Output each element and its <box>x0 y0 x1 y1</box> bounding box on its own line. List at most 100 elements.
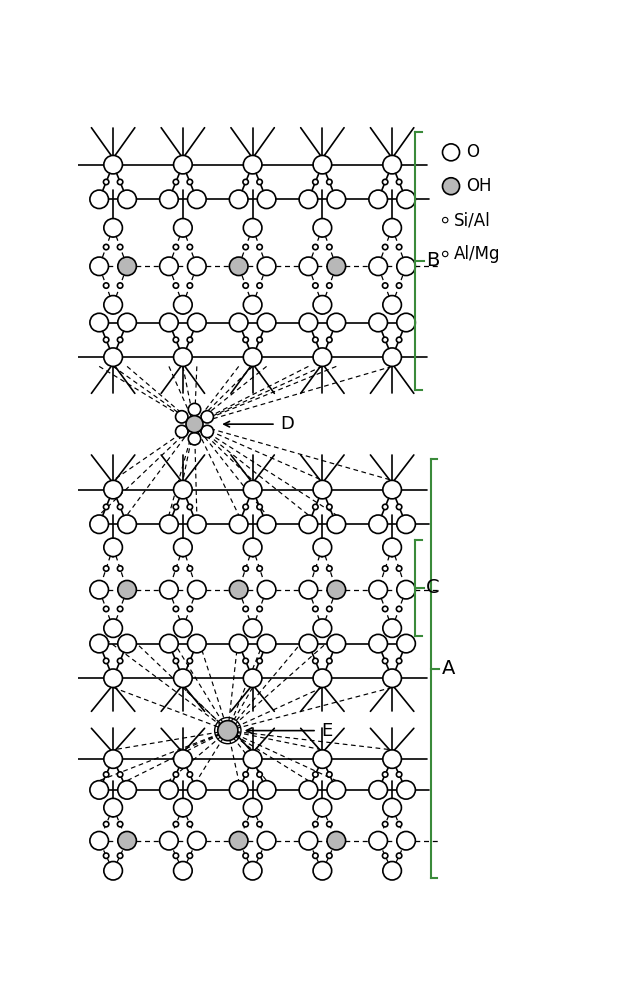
Circle shape <box>90 831 108 850</box>
Circle shape <box>257 634 276 653</box>
Circle shape <box>104 538 123 557</box>
Circle shape <box>327 257 346 276</box>
Circle shape <box>327 781 346 799</box>
Circle shape <box>313 219 332 237</box>
Text: Si/Al: Si/Al <box>454 211 491 229</box>
Circle shape <box>187 283 193 288</box>
Circle shape <box>396 658 402 664</box>
Circle shape <box>173 348 192 366</box>
Circle shape <box>257 658 262 664</box>
Circle shape <box>327 831 346 850</box>
Circle shape <box>118 337 123 343</box>
Circle shape <box>327 580 346 599</box>
Circle shape <box>104 155 123 174</box>
Circle shape <box>257 337 262 343</box>
Circle shape <box>369 313 387 332</box>
Circle shape <box>90 257 108 276</box>
Circle shape <box>383 798 401 817</box>
Circle shape <box>104 619 123 637</box>
Circle shape <box>243 821 249 827</box>
Circle shape <box>229 831 248 850</box>
Circle shape <box>443 217 448 223</box>
Circle shape <box>103 853 109 858</box>
Circle shape <box>397 781 416 799</box>
Circle shape <box>244 619 262 637</box>
Circle shape <box>90 515 108 533</box>
Circle shape <box>173 244 178 250</box>
Circle shape <box>257 179 262 185</box>
Circle shape <box>382 606 388 612</box>
Circle shape <box>327 634 346 653</box>
Circle shape <box>383 480 401 499</box>
Circle shape <box>229 781 248 799</box>
Circle shape <box>104 862 123 880</box>
Circle shape <box>173 606 178 612</box>
Circle shape <box>382 772 388 777</box>
Circle shape <box>118 244 123 250</box>
Circle shape <box>327 179 332 185</box>
Circle shape <box>118 515 136 533</box>
Circle shape <box>397 831 416 850</box>
Circle shape <box>90 781 108 799</box>
Text: A: A <box>442 659 455 678</box>
Circle shape <box>175 425 188 438</box>
Circle shape <box>383 538 401 557</box>
Circle shape <box>118 853 123 858</box>
Circle shape <box>187 658 193 664</box>
Circle shape <box>397 634 416 653</box>
Circle shape <box>396 283 402 288</box>
Text: OH: OH <box>466 177 491 195</box>
Circle shape <box>90 190 108 209</box>
Circle shape <box>397 313 416 332</box>
Circle shape <box>118 821 123 827</box>
Circle shape <box>382 179 388 185</box>
Circle shape <box>257 244 262 250</box>
Circle shape <box>244 480 262 499</box>
Circle shape <box>299 313 318 332</box>
Circle shape <box>188 433 201 445</box>
Circle shape <box>313 750 332 768</box>
Circle shape <box>173 219 192 237</box>
Circle shape <box>383 619 401 637</box>
Circle shape <box>160 313 178 332</box>
Circle shape <box>257 606 262 612</box>
Circle shape <box>327 566 332 571</box>
Circle shape <box>257 190 276 209</box>
Circle shape <box>103 821 109 827</box>
Circle shape <box>188 403 201 416</box>
Circle shape <box>299 515 318 533</box>
Circle shape <box>443 251 448 257</box>
Circle shape <box>118 831 136 850</box>
Circle shape <box>299 634 318 653</box>
Circle shape <box>103 179 109 185</box>
Circle shape <box>313 337 318 343</box>
Circle shape <box>188 257 206 276</box>
Circle shape <box>104 798 123 817</box>
Circle shape <box>327 515 346 533</box>
Circle shape <box>257 853 262 858</box>
Circle shape <box>173 862 192 880</box>
Circle shape <box>201 411 213 423</box>
Circle shape <box>299 781 318 799</box>
Circle shape <box>118 772 123 777</box>
Circle shape <box>383 155 401 174</box>
Circle shape <box>187 772 193 777</box>
Circle shape <box>173 504 178 510</box>
Circle shape <box>396 566 402 571</box>
Circle shape <box>173 853 178 858</box>
Circle shape <box>187 606 193 612</box>
Circle shape <box>327 244 332 250</box>
Circle shape <box>229 190 248 209</box>
Circle shape <box>173 296 192 314</box>
Circle shape <box>397 257 416 276</box>
Circle shape <box>443 144 459 161</box>
Circle shape <box>327 283 332 288</box>
Circle shape <box>396 244 402 250</box>
Circle shape <box>173 658 178 664</box>
Circle shape <box>244 862 262 880</box>
Circle shape <box>257 257 276 276</box>
Circle shape <box>313 606 318 612</box>
Circle shape <box>229 634 248 653</box>
Circle shape <box>218 721 238 741</box>
Circle shape <box>188 313 206 332</box>
